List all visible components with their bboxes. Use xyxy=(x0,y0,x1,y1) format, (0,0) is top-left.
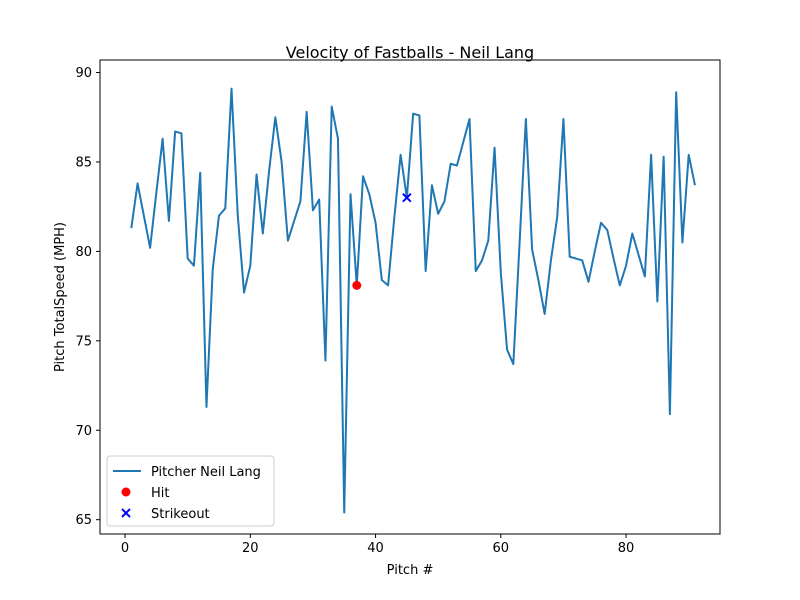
x-tick-label: 60 xyxy=(493,541,510,556)
y-tick-label: 80 xyxy=(75,245,92,260)
x-tick-label: 80 xyxy=(618,541,635,556)
legend-label-hit: Hit xyxy=(151,486,169,501)
x-tick-label: 20 xyxy=(242,541,259,556)
x-axis: 0 20 40 60 80 xyxy=(121,534,634,556)
legend-frame xyxy=(106,455,275,527)
legend-label-line: Pitcher Neil Lang xyxy=(151,465,261,480)
x-tick-label: 0 xyxy=(121,541,129,556)
y-tick-label: 85 xyxy=(75,155,92,170)
y-axis: 65 70 75 80 85 90 xyxy=(75,66,100,528)
x-tick-label: 40 xyxy=(367,541,384,556)
strikeout-point xyxy=(402,193,412,203)
y-tick-label: 90 xyxy=(75,66,92,81)
legend-strikeout-swatch xyxy=(121,508,131,518)
legend-hit-swatch xyxy=(121,487,131,497)
chart-title: Velocity of Fastballs - Neil Lang xyxy=(286,43,534,62)
legend-label-strikeout: Strikeout xyxy=(151,507,210,522)
plot-area xyxy=(130,87,696,514)
hit-point xyxy=(352,280,362,290)
axes-frame xyxy=(99,59,721,535)
y-axis-label: Pitch TotalSpeed (MPH) xyxy=(53,222,68,372)
y-tick-label: 70 xyxy=(75,424,92,439)
y-tick-label: 75 xyxy=(75,334,92,349)
series-line-neil-lang xyxy=(130,87,696,514)
legend: Pitcher Neil Lang Hit Strikeout xyxy=(106,455,275,527)
x-axis-label: Pitch # xyxy=(387,563,434,578)
y-tick-label: 65 xyxy=(75,513,92,528)
